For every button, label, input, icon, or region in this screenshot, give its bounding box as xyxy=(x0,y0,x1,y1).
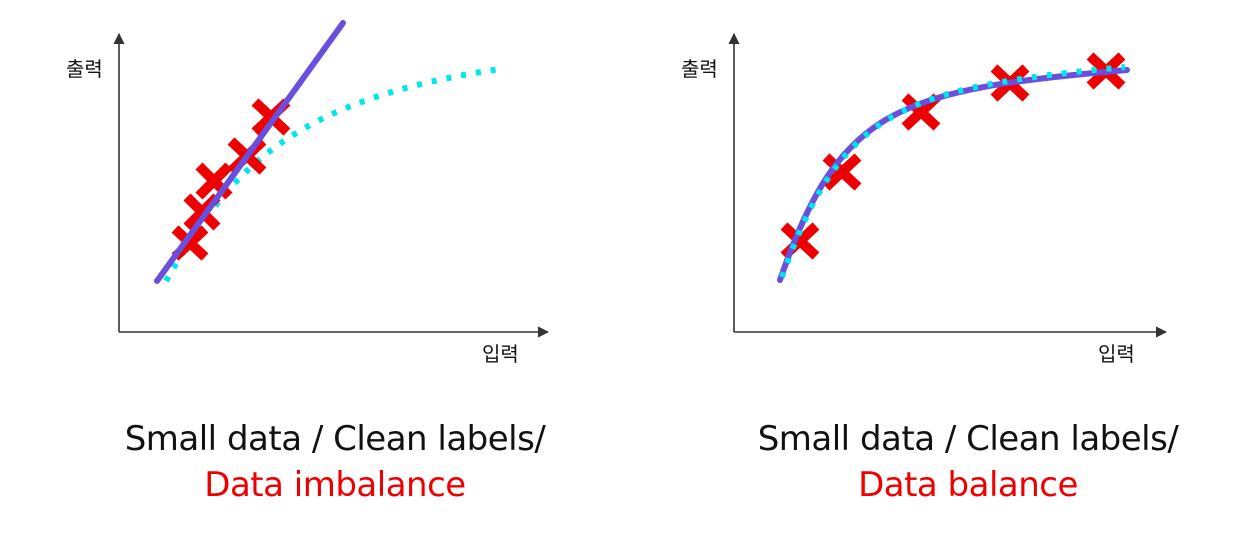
true-curve-right xyxy=(779,64,1126,279)
panel-left: 출력 입력 xyxy=(66,20,550,366)
caption-left-line1: Small data / Clean labels/ xyxy=(124,419,546,459)
x-axis-label-right: 입력 xyxy=(1098,342,1135,366)
x-axis-label-left: 입력 xyxy=(482,342,519,366)
fit-line-left xyxy=(154,20,346,284)
markers-right xyxy=(780,52,1126,260)
caption-right-line1: Small data / Clean labels/ xyxy=(757,419,1179,459)
panel-right: 출력 입력 xyxy=(681,32,1168,366)
y-axis-label-left: 출력 xyxy=(66,57,103,81)
caption-right: Small data / Clean labels/ Data balance xyxy=(658,416,1248,508)
caption-left-line2: Data imbalance xyxy=(204,465,466,505)
y-axis-label-right: 출력 xyxy=(681,57,718,81)
marker-x xyxy=(822,153,862,191)
caption-left: Small data / Clean labels/ Data imbalanc… xyxy=(25,416,645,508)
caption-right-line2: Data balance xyxy=(858,465,1078,505)
